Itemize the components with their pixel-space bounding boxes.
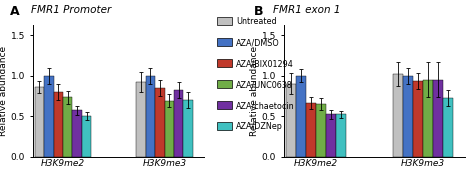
Text: AZA/BIX01294: AZA/BIX01294 — [236, 59, 294, 68]
Bar — [174, 90, 183, 157]
Bar — [155, 88, 164, 157]
Bar — [217, 59, 232, 67]
Bar — [54, 92, 63, 157]
Bar — [286, 84, 296, 157]
Bar — [44, 76, 54, 157]
Text: AZA/UNC0638: AZA/UNC0638 — [236, 80, 293, 89]
Bar — [146, 76, 155, 157]
Text: FMR1 exon 1: FMR1 exon 1 — [273, 5, 340, 15]
Bar — [306, 103, 316, 157]
Text: Untreated: Untreated — [236, 17, 277, 26]
Text: AZA/DZNep: AZA/DZNep — [236, 122, 283, 131]
Bar — [403, 76, 413, 157]
Y-axis label: Relative abundance: Relative abundance — [0, 46, 8, 136]
Text: AZA/chaetocin: AZA/chaetocin — [236, 101, 295, 110]
Bar — [217, 122, 232, 130]
Bar — [164, 101, 174, 157]
Bar — [35, 87, 44, 157]
Y-axis label: Relative abundance: Relative abundance — [250, 46, 259, 136]
Text: FMR1 Promoter: FMR1 Promoter — [31, 5, 111, 15]
Text: B: B — [254, 5, 263, 18]
Bar — [336, 114, 346, 157]
Bar — [136, 82, 146, 157]
Text: A: A — [9, 5, 19, 18]
Bar — [217, 17, 232, 25]
Bar — [183, 100, 193, 157]
Bar — [443, 98, 453, 157]
Bar — [326, 114, 336, 157]
Bar — [73, 110, 82, 157]
Bar — [63, 98, 73, 157]
Bar — [393, 74, 403, 157]
Bar — [316, 104, 326, 157]
Bar — [217, 80, 232, 88]
Bar — [296, 76, 306, 157]
Bar — [423, 80, 433, 157]
Bar — [82, 116, 91, 157]
Bar — [433, 80, 443, 157]
Bar — [413, 81, 423, 157]
Bar — [217, 101, 232, 109]
Text: AZA/DMSO: AZA/DMSO — [236, 38, 280, 47]
Bar — [217, 38, 232, 46]
